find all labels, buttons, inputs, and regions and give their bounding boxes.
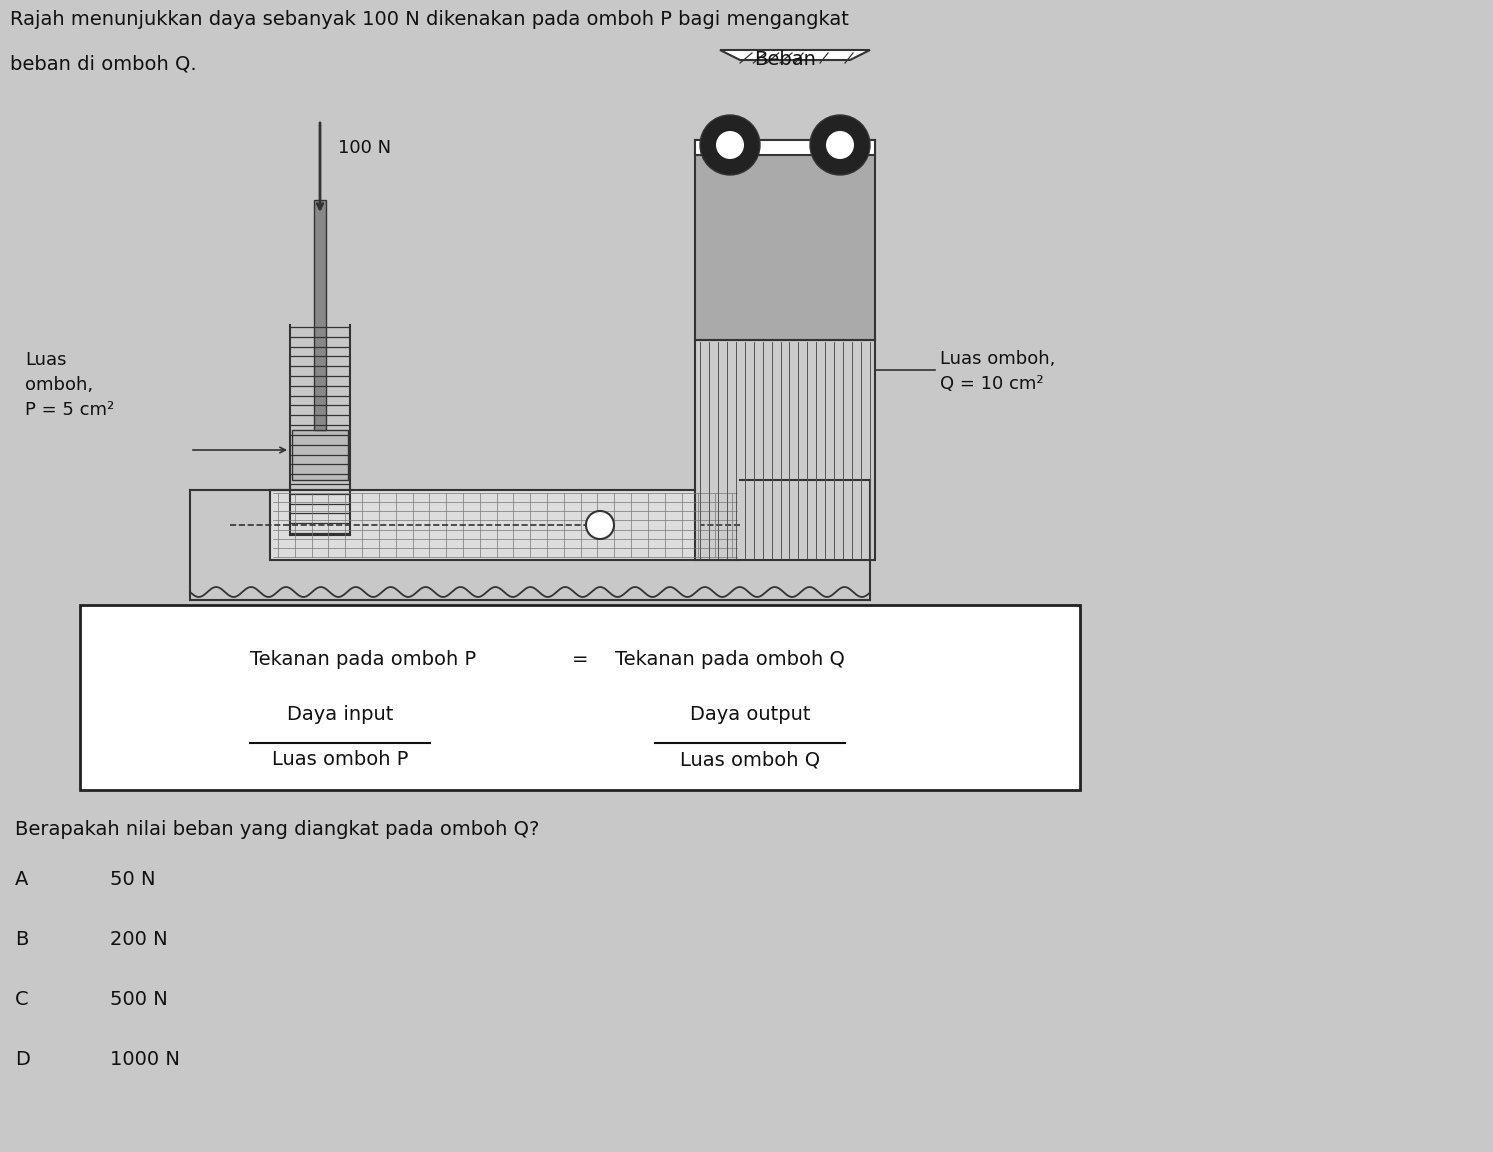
- Circle shape: [826, 131, 854, 159]
- Bar: [696, 141, 875, 340]
- Bar: [293, 430, 348, 480]
- Text: 100 N: 100 N: [337, 139, 391, 157]
- Circle shape: [585, 511, 614, 539]
- Text: Luas omboh P: Luas omboh P: [272, 750, 408, 770]
- Text: Luas
omboh,
P = 5 cm²: Luas omboh, P = 5 cm²: [25, 351, 115, 419]
- Text: Daya output: Daya output: [690, 705, 811, 723]
- Text: A: A: [15, 870, 28, 889]
- Bar: [81, 605, 1079, 790]
- Text: Daya input: Daya input: [287, 705, 393, 723]
- Text: 1000 N: 1000 N: [110, 1049, 179, 1069]
- Text: Rajah menunjukkan daya sebanyak 100 N dikenakan pada omboh P bagi mengangkat: Rajah menunjukkan daya sebanyak 100 N di…: [10, 10, 850, 29]
- Circle shape: [700, 115, 760, 175]
- Bar: [314, 200, 325, 430]
- Circle shape: [717, 131, 744, 159]
- Text: Beban: Beban: [754, 50, 817, 69]
- Polygon shape: [720, 50, 870, 60]
- Text: Luas omboh Q: Luas omboh Q: [679, 750, 820, 770]
- Circle shape: [811, 115, 870, 175]
- Bar: [270, 490, 741, 560]
- Text: beban di omboh Q.: beban di omboh Q.: [10, 55, 197, 74]
- Text: 200 N: 200 N: [110, 930, 167, 949]
- Text: 50 N: 50 N: [110, 870, 155, 889]
- Text: Tekanan pada omboh P: Tekanan pada omboh P: [249, 650, 476, 669]
- Text: Luas omboh,
Q = 10 cm²: Luas omboh, Q = 10 cm²: [941, 350, 1056, 393]
- Text: 500 N: 500 N: [110, 990, 167, 1009]
- Text: B: B: [15, 930, 28, 949]
- Bar: [696, 340, 875, 560]
- Text: C: C: [15, 990, 28, 1009]
- Text: =: =: [572, 650, 588, 669]
- Text: Tekanan pada omboh Q: Tekanan pada omboh Q: [615, 650, 845, 669]
- Bar: [696, 141, 875, 156]
- Text: Berapakah nilai beban yang diangkat pada omboh Q?: Berapakah nilai beban yang diangkat pada…: [15, 820, 539, 839]
- Text: D: D: [15, 1049, 30, 1069]
